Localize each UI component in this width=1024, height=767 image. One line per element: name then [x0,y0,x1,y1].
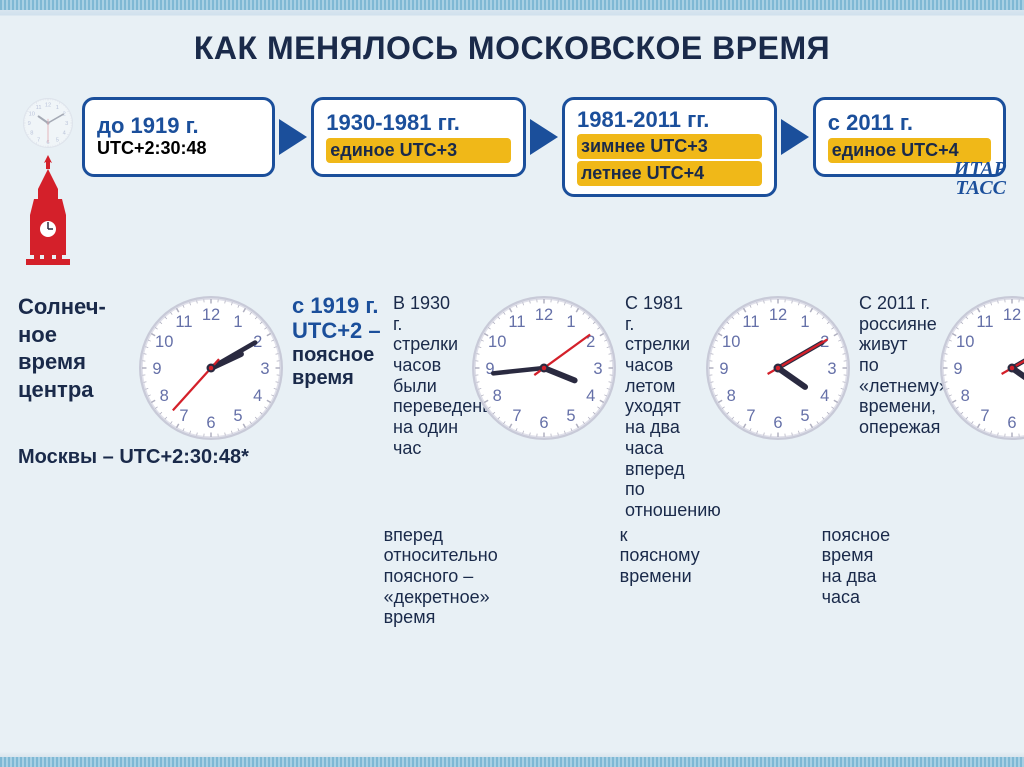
kremlin-icon [24,155,72,265]
svg-text:3: 3 [827,360,836,378]
sub-1919: с 1919 г. UTC+2 – поясное время [292,293,387,459]
svg-text:10: 10 [722,333,740,351]
svg-text:12: 12 [202,306,220,324]
sub-date: с 1919 г. [292,293,378,318]
card-utc-2: летнее UTC+4 [577,161,762,186]
svg-text:1: 1 [233,313,242,331]
svg-text:10: 10 [488,333,506,351]
svg-text:7: 7 [746,407,755,425]
solar-label-l3: центра [18,377,94,402]
sub-utc: UTC+2 – [292,318,381,343]
card-2: 1981-2011 гг. зимнее UTC+3 летнее UTC+4 [562,97,777,197]
svg-text:1: 1 [566,313,575,331]
svg-text:9: 9 [28,121,31,127]
svg-text:4: 4 [586,387,595,405]
svg-text:9: 9 [953,360,962,378]
svg-text:11: 11 [175,313,192,331]
svg-text:7: 7 [179,407,188,425]
card-utc: зимнее UTC+3 [577,134,762,159]
kremlin-column: 123456789101112 [18,97,78,265]
period-0: до 1919 г. UTC+2:30:48 [82,97,275,177]
sub-lbl0: поясное [292,344,387,367]
svg-text:6: 6 [206,414,215,432]
svg-text:7: 7 [980,407,989,425]
arrow-icon [530,97,558,177]
svg-text:8: 8 [961,387,970,405]
sub-lbl1: время [292,367,387,390]
moscow-line: Москвы – UTC+2:30:48* [18,445,286,470]
svg-text:4: 4 [820,387,829,405]
svg-text:12: 12 [769,306,787,324]
svg-text:9: 9 [719,360,728,378]
svg-text:7: 7 [37,137,40,143]
card-date: 1981-2011 гг. [577,108,762,132]
svg-text:5: 5 [800,407,809,425]
arrow-icon [781,97,809,177]
svg-text:5: 5 [566,407,575,425]
desc-1-cont: к поясному времени [620,525,700,628]
arrow-icon [279,97,307,177]
svg-text:9: 9 [152,360,161,378]
svg-text:11: 11 [508,313,525,331]
clock-2: 123456789101112 [703,293,853,443]
card-date: до 1919 г. [97,114,260,138]
card-utc: единое UTC+3 [326,138,511,163]
solar-label-l2: время [18,349,86,374]
svg-text:8: 8 [727,387,736,405]
period-2: 1981-2011 гг. зимнее UTC+3 летнее UTC+4 [562,97,777,197]
page-title: КАК МЕНЯЛОСЬ МОСКОВСКОЕ ВРЕМЯ [18,30,1006,67]
svg-text:1: 1 [800,313,809,331]
desc-2: С 2011 г.россиянеживут по«летнему»времен… [859,293,931,443]
svg-text:12: 12 [45,102,51,108]
logo-l2: ТАСС [956,177,1006,199]
desc-0: В 1930 г.стрелкичасов былипереведенына о… [393,293,463,459]
solar-label-l1: ное [18,322,57,347]
card-date: 1930-1981 гг. [326,111,511,135]
card-utc: UTC+2:30:48 [97,138,260,160]
period-1: 1930-1981 гг. единое UTC+3 [311,97,526,177]
svg-text:12: 12 [535,306,553,324]
svg-text:10: 10 [956,333,974,351]
svg-text:10: 10 [155,333,173,351]
cards-row: 123456789101112 [18,97,1006,265]
svg-text:4: 4 [253,387,262,405]
svg-text:8: 8 [30,130,33,136]
details-row: Солнеч- ное время центра 123456789101112… [18,293,1006,521]
solar-label-l0: Солнеч- [18,294,106,319]
svg-text:11: 11 [742,313,759,331]
svg-text:3: 3 [65,121,68,127]
card-1: 1930-1981 гг. единое UTC+3 [311,97,526,177]
svg-text:5: 5 [56,137,59,143]
svg-text:5: 5 [233,407,242,425]
svg-text:1: 1 [56,105,59,111]
svg-text:8: 8 [493,387,502,405]
card-date: с 2011 г. [828,111,991,135]
svg-text:6: 6 [1007,414,1016,432]
clock-solar: 123456789101112 [136,293,286,443]
itar-tass-logo: ИТАР ТАСС [954,160,1006,198]
svg-text:6: 6 [539,414,548,432]
svg-text:3: 3 [593,360,602,378]
svg-text:12: 12 [1003,306,1021,324]
faded-clock-icon: 123456789101112 [22,97,74,149]
svg-text:6: 6 [773,414,782,432]
svg-text:7: 7 [512,407,521,425]
desc-2-cont: поясное время на два часа [822,525,890,628]
svg-text:11: 11 [976,313,993,331]
svg-text:8: 8 [160,387,169,405]
card-0: до 1919 г. UTC+2:30:48 [82,97,275,177]
clock-1: 123456789101112 [469,293,619,443]
clock-3: 123456789101112 [937,293,1024,443]
svg-text:3: 3 [260,360,269,378]
desc-1: С 1981 г.стрелкичасов летомуходят на два… [625,293,697,521]
svg-text:10: 10 [29,112,35,118]
svg-text:11: 11 [36,105,42,111]
desc-0-cont: вперед относительнопоясного – «декретное… [384,525,498,628]
solar-label: Солнеч- ное время центра [18,293,128,443]
